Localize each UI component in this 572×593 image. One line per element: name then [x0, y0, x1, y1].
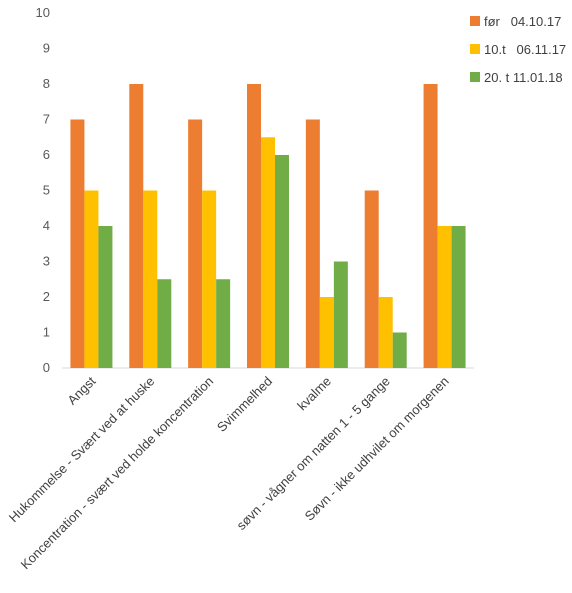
bar [451, 226, 466, 368]
y-tick-label: 7 [43, 112, 50, 127]
bar [216, 279, 231, 368]
y-tick-label: 5 [43, 183, 50, 198]
y-tick-label: 2 [43, 289, 50, 304]
bar [305, 119, 320, 368]
bar [84, 190, 99, 368]
bars [70, 84, 466, 368]
bar [157, 279, 172, 368]
bar [392, 332, 407, 368]
legend-label: 10.t 06.11.17 [484, 42, 566, 57]
y-tick-label: 0 [43, 360, 50, 375]
legend-label: før 04.10.17 [484, 14, 561, 29]
legend-swatch [470, 44, 480, 54]
bar [129, 84, 144, 368]
bar [364, 190, 379, 368]
bar [143, 190, 158, 368]
legend-label: 20. t 11.01.18 [484, 70, 563, 85]
x-category-label: kvalme [294, 374, 334, 414]
y-tick-label: 1 [43, 325, 50, 340]
y-tick-label: 8 [43, 76, 50, 91]
bar [261, 137, 275, 368]
legend-swatch [470, 72, 480, 82]
y-tick-label: 9 [43, 41, 50, 56]
bar [98, 226, 113, 368]
bar [202, 190, 217, 368]
y-tick-label: 4 [43, 218, 50, 233]
bar [333, 261, 348, 368]
bar [188, 119, 203, 368]
bar [423, 84, 438, 368]
x-category-label: Angst [64, 373, 98, 407]
x-category-label: Svimmelhed [214, 374, 275, 435]
y-axis-ticks: 0 1 2 3 4 5 6 7 8 9 10 [36, 5, 50, 375]
bar [378, 297, 393, 368]
y-tick-label: 10 [36, 5, 50, 20]
legend-swatch [470, 16, 480, 26]
bar [275, 155, 289, 368]
bar [70, 119, 85, 368]
bar [319, 297, 334, 368]
y-tick-label: 3 [43, 254, 50, 269]
y-tick-label: 6 [43, 147, 50, 162]
bar [247, 84, 261, 368]
legend: før 04.10.17 10.t 06.11.17 20. t 11.01.18 [470, 14, 566, 85]
bar [437, 226, 452, 368]
